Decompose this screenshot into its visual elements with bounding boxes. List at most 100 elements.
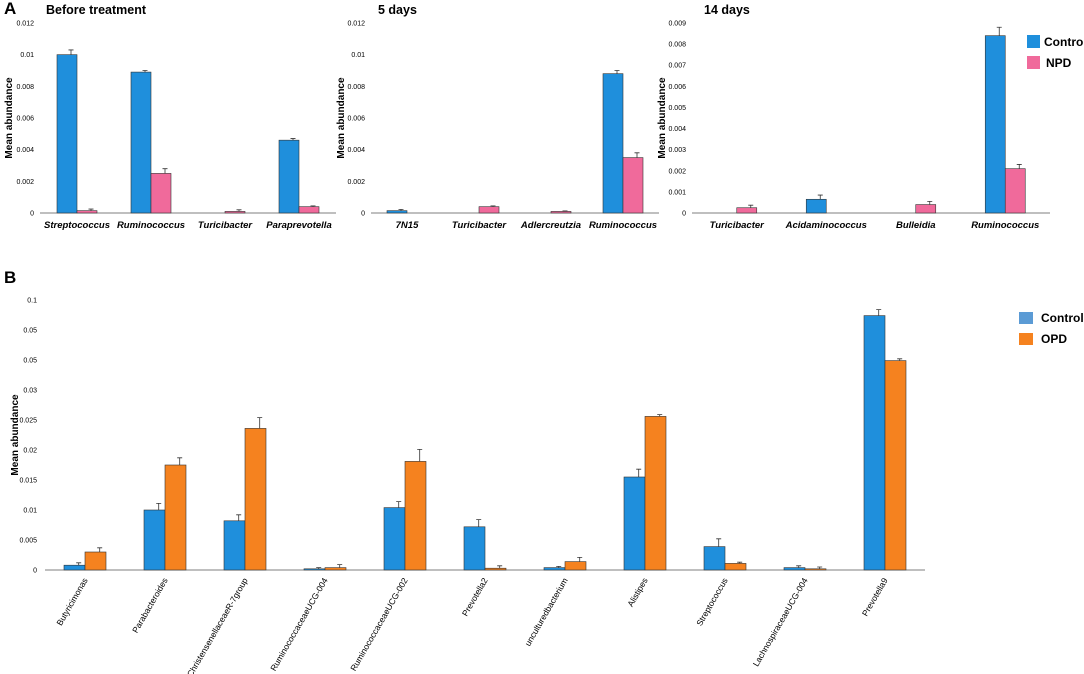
chart-2-ytick: 0 <box>361 211 365 218</box>
chart-2: 5 days Mean abundance 0 0.002 0.004 0.006 0.00… <box>336 3 659 231</box>
bar-control-4-10 <box>783 567 806 571</box>
bar-control-3-2 <box>805 198 827 214</box>
chart-3-ytick: 0.002 <box>668 168 686 175</box>
chart-4-xtick: Streptococcus <box>694 576 730 628</box>
chart-4-xtick: ChristensenellaceaeR-7group <box>185 576 250 674</box>
chart-2-ytick: 0.012 <box>347 21 365 28</box>
legend-b-label-control: Control <box>1041 311 1084 325</box>
error-bar-control-4-2 <box>156 503 162 510</box>
legend-a-label-control: Control <box>1044 35 1084 49</box>
error-bar-control-1-4 <box>290 138 296 141</box>
error-bar-control-4-7 <box>556 566 562 568</box>
chart-4-xtick: Parabacteroides <box>130 576 170 635</box>
error-bar-npd-1-3 <box>236 209 242 212</box>
bar-control-4-3 <box>223 520 246 571</box>
error-bar-opd-4-1 <box>97 547 103 552</box>
error-bar-opd-4-7 <box>577 557 583 562</box>
bar-npd-3-3 <box>915 204 937 214</box>
error-bar-opd-4-5 <box>417 449 423 462</box>
bar-npd-1-2 <box>150 173 172 214</box>
chart-4-xtick: RuminococcaceaeUCG-004 <box>268 576 330 673</box>
error-bar-npd-3-4 <box>1016 164 1022 169</box>
error-bar-opd-4-8 <box>657 414 663 417</box>
error-bar-npd-2-4 <box>634 152 640 158</box>
chart-2-ytick: 0.006 <box>347 116 365 123</box>
bar-control-2-1 <box>386 210 408 214</box>
chart-3-xtick: Turicibacter <box>710 220 766 231</box>
error-bar-control-4-1 <box>76 562 82 566</box>
chart-4-xtick: RuminococcaceaeUCG-002 <box>348 576 410 673</box>
chart-4: Mean abundance 0 0.005 0.01 0.015 0.02 0.025 0.… <box>10 298 925 674</box>
bar-opd-4-6 <box>484 567 507 571</box>
chart-1-ytick: 0.012 <box>16 21 34 28</box>
error-bar-npd-1-4 <box>310 205 316 207</box>
bar-opd-4-5 <box>404 461 427 571</box>
bar-control-4-7 <box>543 567 566 571</box>
chart-3: 14 days Mean abundance 0 0.001 0.002 0.003 0.0… <box>657 3 1050 231</box>
chart-1-xtick: Ruminococcus <box>117 220 185 231</box>
error-bar-npd-3-3 <box>927 200 933 205</box>
bar-opd-4-8 <box>644 416 667 571</box>
error-bar-opd-4-6 <box>497 565 503 569</box>
panel-letter-b: B <box>4 268 16 287</box>
bar-opd-4-2 <box>164 464 187 571</box>
chart-4-ytick: 0.025 <box>19 418 37 425</box>
bar-opd-4-11 <box>884 360 907 571</box>
bar-control-4-8 <box>623 476 646 571</box>
chart-3-ylabel: Mean abundance <box>657 77 668 159</box>
bar-opd-4-3 <box>244 428 267 571</box>
chart-2-ylabel: Mean abundance <box>336 77 347 159</box>
chart-3-xtick: Acidaminococcus <box>785 220 867 231</box>
bar-opd-4-7 <box>564 561 587 571</box>
chart-1-xtick: Streptococcus <box>44 220 110 231</box>
error-bar-opd-4-10 <box>817 566 823 569</box>
chart-1-ytick: 0.008 <box>16 84 34 91</box>
error-bar-control-4-8 <box>636 468 642 477</box>
bar-control-4-5 <box>383 507 406 571</box>
error-bar-control-1-1 <box>68 49 74 55</box>
chart-1-ytick: 0.006 <box>16 116 34 123</box>
error-bar-npd-3-1 <box>748 204 754 208</box>
bar-npd-2-4 <box>622 157 644 214</box>
chart-3-ytick: 0.009 <box>668 21 686 28</box>
error-bar-control-1-2 <box>142 70 148 73</box>
chart-3-ytick: 0.001 <box>668 189 686 196</box>
legend-a: Control NPD <box>1027 35 1084 70</box>
bar-control-4-9 <box>703 546 726 571</box>
error-bar-control-2-4 <box>614 70 620 74</box>
bar-control-4-2 <box>143 509 166 571</box>
bar-npd-1-4 <box>298 206 320 214</box>
chart-4-ytick: 0.02 <box>23 448 37 455</box>
chart-4-xtick: Prevotella2 <box>460 576 490 618</box>
chart-3-ytick: 0.005 <box>668 105 686 112</box>
chart-3-ytick: 0 <box>682 211 686 218</box>
bar-opd-4-1 <box>84 551 107 571</box>
error-bar-control-4-6 <box>476 519 482 527</box>
error-bar-opd-4-9 <box>737 561 743 564</box>
legend-b-swatch-control <box>1019 312 1033 324</box>
chart-2-xtick: Adlercreutzia <box>520 220 581 231</box>
chart-1-xtick: Turicibacter <box>198 220 254 231</box>
chart-2-title: 5 days <box>378 3 417 17</box>
panel-letter-a: A <box>4 0 16 18</box>
chart-2-ytick: 0.002 <box>347 179 365 186</box>
bar-control-4-6 <box>463 526 486 571</box>
chart-4-xtick: Prevotella9 <box>860 576 890 618</box>
error-bar-opd-4-2 <box>177 457 183 465</box>
chart-4-ytick: 0.005 <box>19 538 37 545</box>
error-bar-npd-1-2 <box>162 168 168 174</box>
bar-npd-1-3 <box>224 211 246 214</box>
chart-4-ytick: 0.05 <box>23 328 37 335</box>
bar-opd-4-9 <box>724 563 747 571</box>
chart-1: Before treatment Mean abundance 0 0.002 0.00… <box>4 3 336 231</box>
bar-npd-1-1 <box>76 210 98 214</box>
legend-a-swatch-control <box>1027 35 1040 48</box>
bar-control-1-2 <box>130 71 152 214</box>
error-bar-opd-4-3 <box>257 417 263 429</box>
chart-1-ytick: 0.002 <box>16 179 34 186</box>
legend-b: Control OPD <box>1019 311 1084 346</box>
chart-4-ytick: 0.01 <box>23 508 37 515</box>
chart-4-ytick: 0 <box>33 568 37 575</box>
chart-3-ytick: 0.006 <box>668 84 686 91</box>
chart-4-ytick: 0.03 <box>23 388 37 395</box>
